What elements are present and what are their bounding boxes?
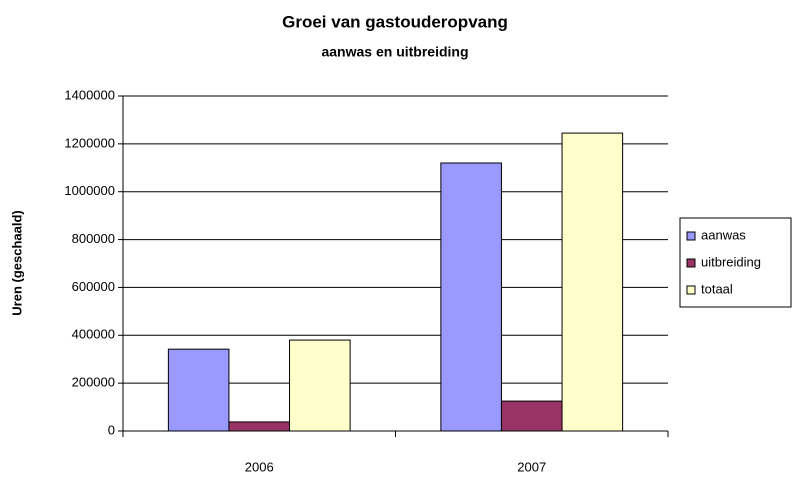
y-tick-label: 1200000 <box>64 135 115 150</box>
y-tick-label: 1400000 <box>64 87 115 102</box>
legend-label: aanwas <box>701 227 746 242</box>
chart-title: Groei van gastouderopvang <box>282 12 508 31</box>
legend-swatch <box>686 258 696 268</box>
x-tick-label: 2007 <box>517 459 546 474</box>
bar <box>289 339 351 432</box>
bar <box>440 162 502 432</box>
bar <box>167 348 230 432</box>
legend-label: totaal <box>701 281 733 296</box>
legend-swatch <box>686 285 696 295</box>
y-tick-label: 200000 <box>72 375 115 390</box>
y-tick-label: 0 <box>108 422 115 437</box>
y-tick-label: 600000 <box>72 279 115 294</box>
legend-label: uitbreiding <box>701 254 761 269</box>
bar <box>561 132 624 432</box>
bar <box>228 421 291 432</box>
y-axis-label: Uren (geschaald) <box>9 210 24 315</box>
y-tick-label: 800000 <box>72 231 115 246</box>
bar <box>500 400 563 432</box>
x-tick-label: 2006 <box>245 459 274 474</box>
chart-subtitle: aanwas en uitbreiding <box>321 44 468 60</box>
y-tick-label: 400000 <box>72 327 115 342</box>
legend-box <box>679 217 792 308</box>
y-tick-label: 1000000 <box>64 183 115 198</box>
legend-swatch <box>686 231 696 241</box>
